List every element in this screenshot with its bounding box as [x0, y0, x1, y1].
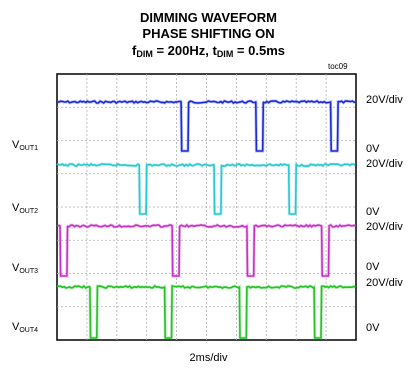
vout2-zero: 0V [366, 206, 380, 218]
vout1-label: VOUT1 [12, 139, 38, 152]
vout2-scale: 20V/div [366, 158, 403, 170]
vout3-label: VOUT3 [12, 262, 38, 275]
chart-title-line1: DIMMING WAVEFORM [140, 10, 277, 25]
trace-vout1 [56, 100, 357, 152]
f-symbol: f [132, 43, 137, 58]
vout3-label-sub: OUT3 [19, 268, 39, 275]
vout2-label-sub: OUT2 [19, 208, 39, 215]
t-value: = 0.5ms [233, 43, 285, 58]
trace-vout3 [56, 224, 357, 277]
trace-vout2-persistence [56, 160, 357, 216]
trace-vout2 [56, 163, 356, 215]
trace-vout4 [56, 285, 357, 339]
t-symbol: t [212, 43, 217, 58]
t-subscript: DIM [216, 49, 234, 59]
figure-id: toc09 [328, 62, 348, 71]
f-value: = 200Hz, [152, 43, 213, 58]
vout2-label-main: V [12, 202, 20, 214]
vout4-label-main: V [12, 321, 20, 333]
vout1-label-main: V [12, 139, 20, 151]
vout1-zero: 0V [366, 143, 380, 155]
vout3-label-main: V [12, 262, 20, 274]
vout1-label-sub: OUT1 [19, 145, 39, 152]
trace-vout1-persistence [56, 98, 357, 153]
vout4-scale: 20V/div [366, 277, 403, 289]
vout4-zero: 0V [366, 322, 380, 334]
vout3-zero: 0V [366, 261, 380, 273]
vout1-scale: 20V/div [366, 94, 403, 106]
vout3-scale: 20V/div [366, 221, 403, 233]
vout4-label-sub: OUT4 [19, 327, 39, 334]
vout4-label: VOUT4 [12, 321, 38, 334]
trace-vout3-persistence [56, 222, 357, 278]
vout2-label: VOUT2 [12, 202, 38, 215]
chart-title-line3: fDIM = 200Hz, tDIM = 0.5ms [0, 43, 417, 62]
chart-title-line2: PHASE SHIFTING ON [142, 26, 275, 41]
trace-vout4-persistence [56, 283, 357, 340]
f-subscript: DIM [136, 49, 153, 59]
x-axis-label: 2ms/div [189, 352, 228, 364]
